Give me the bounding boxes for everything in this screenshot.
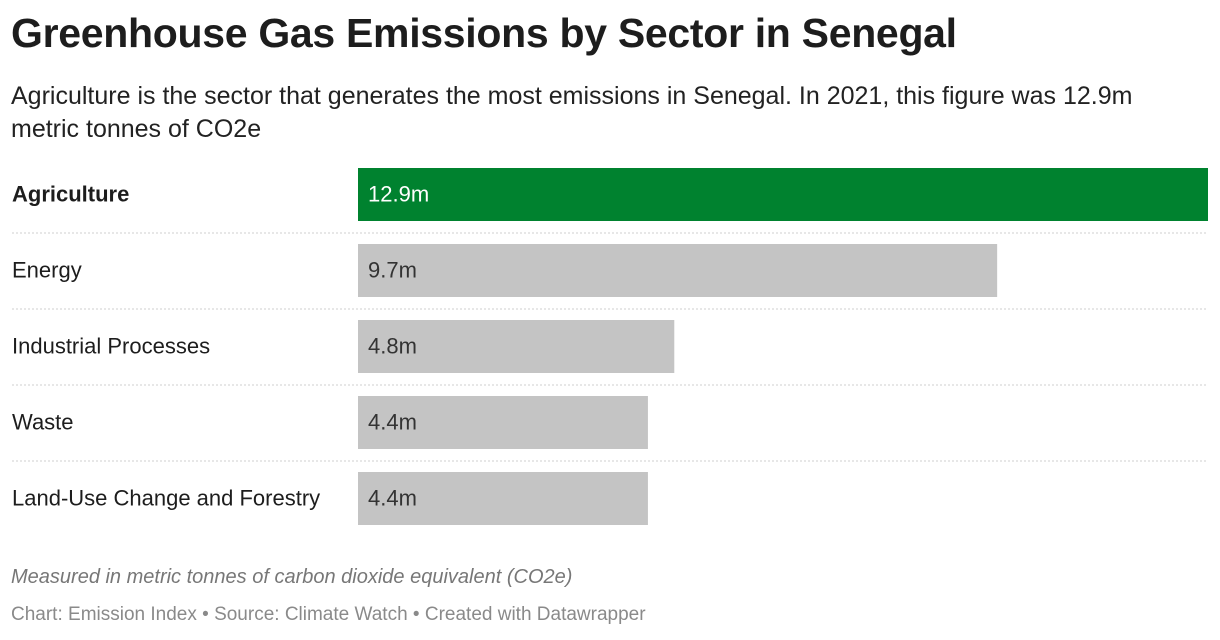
chart-subtitle: Agriculture is the sector that generates… — [11, 82, 1133, 143]
category-label: Land-Use Change and Forestry — [12, 485, 320, 510]
bar — [358, 244, 998, 297]
chart: Agriculture 12.9m Energy 9.7m Industrial Pro… — [12, 168, 1208, 525]
value-label: 4.4m — [368, 485, 417, 510]
chart-title: Greenhouse Gas Emissions by Sector in Se… — [11, 10, 957, 56]
bar — [358, 396, 648, 449]
category-label: Waste — [12, 409, 74, 434]
chart-note: Measured in metric tonnes of carbon diox… — [11, 566, 573, 588]
bar — [358, 472, 648, 525]
chart-source: Chart: Emission Index • Source: Climate … — [11, 604, 646, 625]
value-label: 9.7m — [368, 257, 417, 282]
value-label: 12.9m — [368, 181, 429, 206]
value-label: 4.8m — [368, 333, 417, 358]
value-label: 4.4m — [368, 409, 417, 434]
category-label: Industrial Processes — [12, 333, 210, 358]
category-label: Energy — [12, 257, 82, 282]
bar — [358, 320, 675, 373]
bar — [358, 168, 1208, 221]
category-label: Agriculture — [12, 181, 129, 206]
